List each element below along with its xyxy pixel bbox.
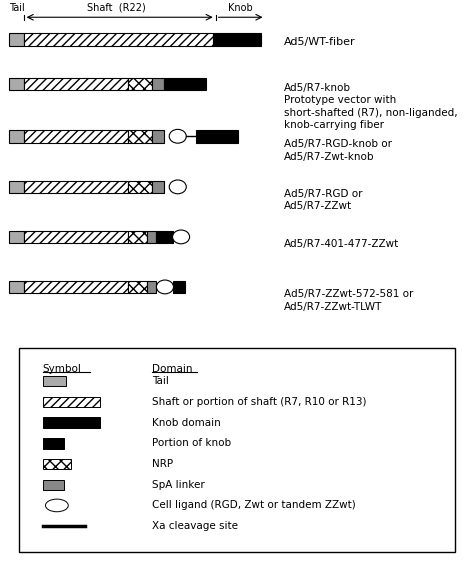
Bar <box>173 281 185 293</box>
Bar <box>152 181 164 193</box>
Text: Tail: Tail <box>9 3 25 13</box>
Text: Ad5/R7-RGD-knob or
Ad5/R7-Zwt-knob: Ad5/R7-RGD-knob or Ad5/R7-Zwt-knob <box>284 139 392 162</box>
Bar <box>196 130 238 143</box>
Text: Ad5/R7-RGD or
Ad5/R7-ZZwt: Ad5/R7-RGD or Ad5/R7-ZZwt <box>284 189 363 211</box>
Text: Tail: Tail <box>152 376 169 386</box>
Text: Portion of knob: Portion of knob <box>152 438 231 449</box>
Text: Shaft  (R22): Shaft (R22) <box>87 3 146 13</box>
Bar <box>9 181 24 193</box>
Bar <box>128 231 147 243</box>
Text: Shaft or portion of shaft (R7, R10 or R13): Shaft or portion of shaft (R7, R10 or R1… <box>152 397 366 407</box>
Text: Ad5/R7-401-477-ZZwt: Ad5/R7-401-477-ZZwt <box>284 239 400 249</box>
Bar <box>24 130 128 143</box>
Bar <box>43 438 64 449</box>
Text: SpA linker: SpA linker <box>152 480 204 490</box>
Bar <box>9 281 24 293</box>
Ellipse shape <box>169 129 186 143</box>
Bar <box>128 78 152 90</box>
Ellipse shape <box>169 180 186 194</box>
Bar <box>24 231 128 243</box>
Text: Domain: Domain <box>152 364 192 374</box>
Text: Ad5/R7-ZZwt-572-581 or
Ad5/R7-ZZwt-TLWT: Ad5/R7-ZZwt-572-581 or Ad5/R7-ZZwt-TLWT <box>284 289 414 312</box>
Bar <box>43 417 100 428</box>
Text: Knob: Knob <box>228 3 253 13</box>
Bar <box>24 33 213 46</box>
Bar <box>24 78 128 90</box>
Bar <box>213 33 261 46</box>
Text: Cell ligand (RGD, Zwt or tandem ZZwt): Cell ligand (RGD, Zwt or tandem ZZwt) <box>152 500 356 511</box>
Text: Symbol: Symbol <box>43 364 82 374</box>
Bar <box>19 348 455 552</box>
Ellipse shape <box>173 230 190 244</box>
Bar <box>43 376 66 386</box>
Text: NRP: NRP <box>152 459 173 469</box>
Text: Ad5/R7-knob
Prototype vector with
short-shafted (R7), non-liganded,
knob-carryin: Ad5/R7-knob Prototype vector with short-… <box>284 83 458 130</box>
Text: Ad5/WT-fiber: Ad5/WT-fiber <box>284 37 356 47</box>
Bar <box>147 231 156 243</box>
Bar <box>9 130 24 143</box>
Ellipse shape <box>46 499 68 512</box>
Bar <box>152 130 164 143</box>
Bar <box>9 33 24 46</box>
Ellipse shape <box>156 280 173 294</box>
Bar <box>156 231 173 243</box>
Bar <box>128 181 152 193</box>
Bar <box>128 281 147 293</box>
Text: Xa cleavage site: Xa cleavage site <box>152 521 237 531</box>
Bar <box>128 130 152 143</box>
Bar <box>24 281 128 293</box>
Bar <box>24 181 128 193</box>
Bar <box>9 231 24 243</box>
Bar <box>9 78 24 90</box>
Bar <box>147 281 156 293</box>
Text: Knob domain: Knob domain <box>152 417 220 428</box>
Bar <box>43 397 100 407</box>
Bar <box>43 459 71 469</box>
Bar <box>152 78 164 90</box>
Bar <box>43 480 64 490</box>
Bar <box>164 78 206 90</box>
